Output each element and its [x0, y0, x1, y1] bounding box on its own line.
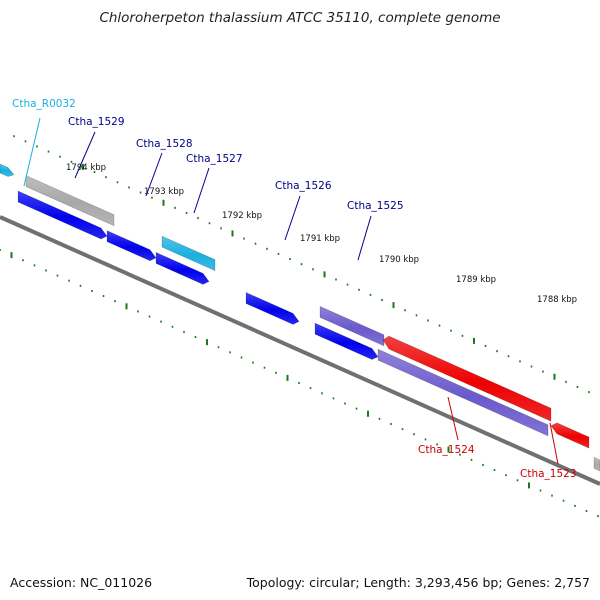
- gene-label: Ctha_1524: [418, 444, 475, 456]
- gene-leader-line: [447, 396, 459, 441]
- gene-leader-line: [193, 167, 210, 214]
- gene-leader-line: [549, 422, 559, 465]
- gene-arrow-ctha-1526: [245, 292, 300, 325]
- gene-arrow-gray: [25, 175, 115, 227]
- position-label: 1790 kbp: [379, 255, 419, 265]
- gene-arrow-ctha-1529: [17, 190, 108, 240]
- position-label: 1788 kbp: [537, 295, 577, 305]
- position-label: 1789 kbp: [456, 275, 496, 285]
- map-title: Chloroherpeton thalassium ATCC 35110, co…: [99, 10, 501, 26]
- position-label: 1793 kbp: [144, 187, 184, 197]
- position-label: 1794 kbp: [66, 163, 106, 173]
- position-label: 1792 kbp: [222, 211, 262, 221]
- gene-leader-line: [284, 195, 301, 241]
- gene-label: Ctha_R0032: [12, 98, 76, 110]
- gene-label: Ctha_1529: [68, 116, 125, 128]
- gene-arrow-cyan: [161, 235, 216, 272]
- gene-leader-line: [23, 117, 41, 187]
- gene-label: Ctha_1528: [136, 138, 193, 150]
- gene-label: Ctha_1525: [347, 200, 404, 212]
- gene-arrow-ctha-1525: [314, 322, 379, 360]
- gene-arrow-ctha-1524: [382, 335, 552, 422]
- gene-label: Ctha_1526: [275, 180, 332, 192]
- position-label: 1791 kbp: [300, 234, 340, 244]
- gene-arrow-ctha-1523: [550, 422, 590, 449]
- gene-leader-line: [145, 152, 163, 197]
- backbone-line: [0, 215, 600, 486]
- gene-label: Ctha_1527: [186, 153, 243, 165]
- gene-arrow-purple: [319, 305, 385, 347]
- genome-summary: Topology: circular; Length: 3,293,456 bp…: [246, 575, 590, 590]
- gene-leader-line: [74, 131, 96, 179]
- gene-arrow-edge: [593, 456, 600, 472]
- gene-arrow-purple-lower: [377, 348, 549, 437]
- gene-arrow-ctha-r0032: [0, 163, 15, 177]
- gene-leader-line: [357, 215, 372, 261]
- gene-arrow-ctha-1528: [106, 230, 157, 262]
- accession-label: Accession: NC_011026: [10, 575, 153, 590]
- gene-arrow-ctha-1527: [155, 251, 210, 285]
- gene-label: Ctha_1523: [520, 468, 577, 480]
